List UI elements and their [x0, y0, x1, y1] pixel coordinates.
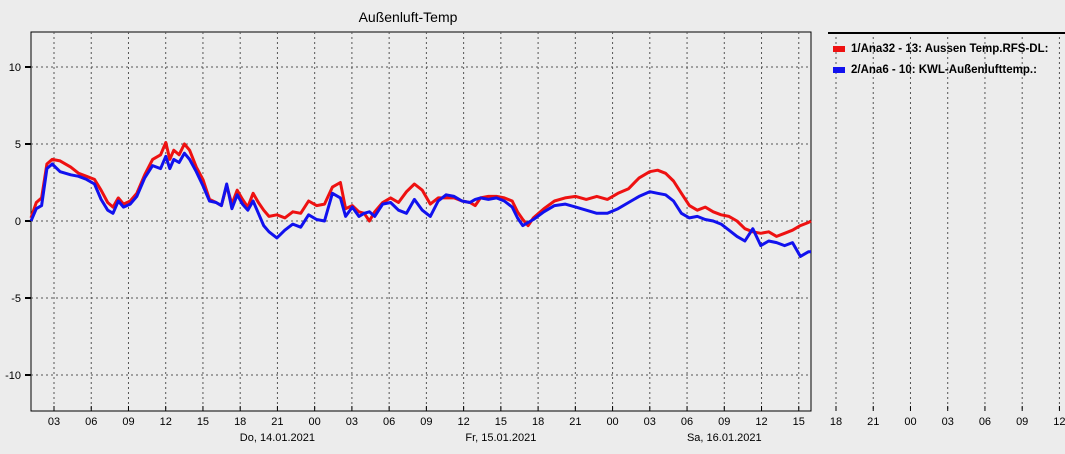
x-tick-label: 00	[606, 416, 618, 428]
x-tick-label: 12	[755, 416, 767, 428]
x-tick-label: 21	[271, 416, 283, 428]
x-tick-label: 12	[1053, 416, 1065, 428]
legend-item-series-1[interactable]: 1/Ana32 - 13: Aussen Temp.RFS-DL:	[828, 38, 1065, 59]
x-tick-label: 21	[569, 416, 581, 428]
x-tick-label: 18	[830, 416, 842, 428]
x-tick-label: 15	[197, 416, 209, 428]
day-labels: Do, 14.01.2021 Fr, 15.01.2021 Sa, 16.01.20…	[240, 432, 762, 444]
x-tick-label: 06	[681, 416, 693, 428]
x-tick-label: 03	[48, 416, 60, 428]
day-label: Do, 14.01.2021	[240, 432, 315, 444]
series-line-1	[29, 141, 812, 238]
y-tick-label: -5	[11, 293, 21, 305]
x-tick-label: 21	[867, 416, 879, 428]
x-tick-label: 15	[793, 416, 805, 428]
x-tick-label: 09	[1016, 416, 1028, 428]
x-tick-label: 18	[532, 416, 544, 428]
legend-item-series-2[interactable]: 2/Ana6 - 10: KWL-Außenlufttemp.:	[828, 59, 1065, 80]
legend-label: 2/Ana6 - 10: KWL-Außenlufttemp.:	[851, 63, 1037, 76]
y-tick-label: 0	[15, 216, 21, 228]
legend: 1/Ana32 - 13: Aussen Temp.RFS-DL: 2/Ana6…	[828, 32, 1065, 80]
series-lines	[29, 141, 812, 258]
x-tick-label: 18	[234, 416, 246, 428]
x-tick-label: 12	[160, 416, 172, 428]
x-tick-label: 09	[122, 416, 134, 428]
x-tick-label: 09	[420, 416, 432, 428]
day-label: Sa, 16.01.2021	[687, 432, 762, 444]
legend-swatch-blue	[833, 66, 845, 73]
chart-title: Außenluft-Temp	[359, 9, 458, 25]
x-tick-label: 03	[644, 416, 656, 428]
x-tick-label: 03	[346, 416, 358, 428]
x-tick-label: 06	[85, 416, 97, 428]
x-tick-label: 03	[942, 416, 954, 428]
y-tick-label: 10	[9, 62, 21, 74]
y-tick-label: -10	[5, 370, 21, 382]
x-tick-label: 06	[979, 416, 991, 428]
series-line-2	[29, 151, 811, 258]
x-tick-label: 12	[457, 416, 469, 428]
x-tick-label: 09	[718, 416, 730, 428]
x-tick-label: 15	[495, 416, 507, 428]
x-tick-label: 00	[904, 416, 916, 428]
day-label: Fr, 15.01.2021	[465, 432, 536, 444]
grid	[31, 32, 1060, 411]
legend-swatch-red	[833, 45, 845, 52]
y-tick-label: 5	[15, 139, 21, 151]
y-axis: 10 5 0 -5 -10	[5, 62, 31, 382]
legend-label: 1/Ana32 - 13: Aussen Temp.RFS-DL:	[851, 42, 1049, 55]
x-axis: 03 06 09 12 15 18 21 00 03 06 09 12 15 18 21 00 03 06 09 12…	[48, 406, 1065, 428]
x-tick-label: 06	[383, 416, 395, 428]
x-tick-label: 00	[309, 416, 321, 428]
